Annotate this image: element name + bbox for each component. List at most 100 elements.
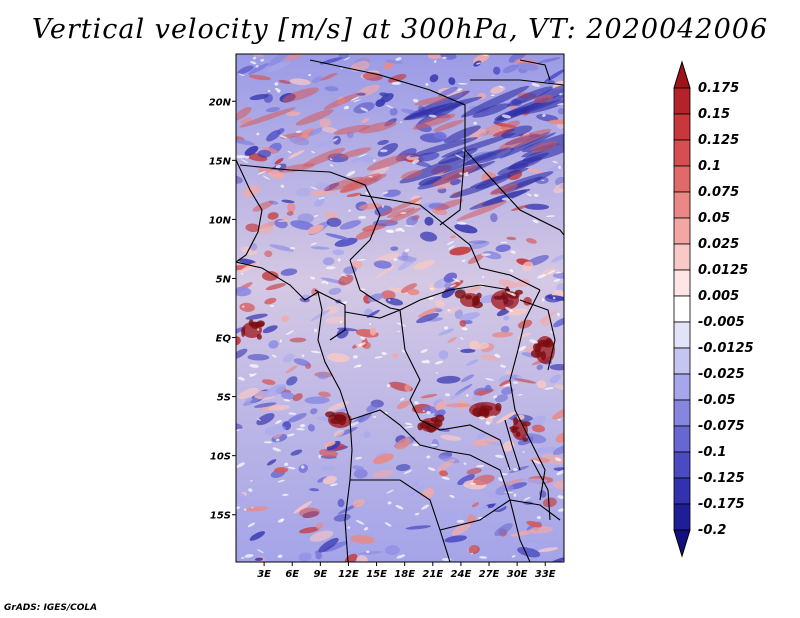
velocity-patch xyxy=(289,135,310,146)
velocity-patch xyxy=(533,446,558,453)
velocity-patch xyxy=(511,204,528,211)
velocity-patch xyxy=(267,212,279,220)
colorbar-swatch xyxy=(673,295,691,323)
colorbar-label: -0.075 xyxy=(698,419,745,434)
velocity-patch xyxy=(395,464,411,472)
velocity-patch xyxy=(302,147,346,168)
velocity-patch xyxy=(287,466,296,470)
velocity-patch xyxy=(495,244,511,253)
velocity-patch xyxy=(310,246,330,250)
border-zimbabwe xyxy=(439,499,561,531)
velocity-patch xyxy=(390,246,399,251)
lake-tanganyika xyxy=(504,419,521,471)
velocity-patch xyxy=(463,286,483,294)
velocity-patch xyxy=(395,57,402,61)
velocity-patch xyxy=(375,252,400,263)
velocity-patch xyxy=(340,173,387,194)
velocity-patch xyxy=(286,111,301,117)
velocity-patch xyxy=(490,94,495,97)
velocity-patch xyxy=(329,483,338,487)
velocity-patch xyxy=(435,400,447,410)
velocity-patch xyxy=(553,467,564,472)
velocity-patch xyxy=(422,410,425,412)
velocity-patch xyxy=(552,407,564,420)
colorbar-swatch xyxy=(673,347,691,375)
velocity-patch xyxy=(237,65,254,75)
velocity-patch xyxy=(321,127,338,133)
velocity-patch xyxy=(319,118,332,128)
velocity-patch xyxy=(498,128,552,150)
velocity-patch xyxy=(533,94,554,104)
velocity-patch xyxy=(436,458,456,472)
velocity-patch xyxy=(322,475,337,485)
velocity-patch xyxy=(288,150,305,159)
velocity-patch xyxy=(261,271,279,281)
velocity-patch xyxy=(313,189,326,197)
velocity-patch xyxy=(387,73,407,83)
velocity-patch xyxy=(514,378,537,384)
velocity-patch xyxy=(384,545,400,556)
velocity-patch xyxy=(263,383,287,398)
velocity-patch xyxy=(361,118,370,124)
velocity-patch xyxy=(236,506,241,510)
lon-tick-label: 27E xyxy=(479,569,500,580)
velocity-patch xyxy=(434,59,437,63)
velocity-patch xyxy=(432,165,479,187)
velocity-patch xyxy=(391,353,399,358)
velocity-patch xyxy=(491,331,514,338)
velocity-patches xyxy=(236,54,564,562)
velocity-patch xyxy=(443,326,449,330)
velocity-patch xyxy=(473,121,477,125)
velocity-patch xyxy=(404,248,410,253)
velocity-patch xyxy=(441,476,450,480)
velocity-patch xyxy=(454,223,478,234)
velocity-patch xyxy=(427,467,436,471)
velocity-patch xyxy=(460,348,476,353)
velocity-patch xyxy=(395,505,404,510)
velocity-patch xyxy=(422,488,435,499)
velocity-patch xyxy=(319,56,344,65)
velocity-patch xyxy=(264,250,273,258)
colorbar: 0.175 0.15 0.125 0.1 0.075 0.05 0.025 0.0125 0.0… xyxy=(673,60,754,558)
velocity-patch xyxy=(433,131,447,140)
velocity-patch xyxy=(296,187,312,197)
lake-victoria xyxy=(519,299,556,371)
velocity-patch xyxy=(307,424,315,432)
velocity-patch xyxy=(420,349,428,353)
velocity-patch xyxy=(500,241,508,244)
velocity-patch xyxy=(252,200,274,212)
colorbar-label: -0.025 xyxy=(698,367,745,382)
lake-malawi xyxy=(531,459,551,521)
velocity-patch xyxy=(277,554,283,559)
velocity-patch xyxy=(260,58,265,62)
velocity-patch xyxy=(536,380,547,389)
velocity-patch xyxy=(286,376,298,386)
velocity-patch xyxy=(369,327,377,336)
velocity-patch xyxy=(420,393,438,399)
velocity-patch xyxy=(377,139,389,146)
velocity-patch xyxy=(282,87,320,102)
velocity-patch xyxy=(557,418,561,421)
velocity-patch xyxy=(399,154,473,184)
velocity-patch xyxy=(301,294,311,299)
velocity-patch xyxy=(555,432,564,443)
velocity-patch xyxy=(496,411,517,424)
velocity-patch xyxy=(435,372,439,374)
velocity-patch xyxy=(495,454,504,458)
border-chad-car xyxy=(359,194,541,291)
border-namibia xyxy=(350,479,451,562)
velocity-patch xyxy=(325,266,336,270)
velocity-patch xyxy=(283,399,291,402)
border-egypt xyxy=(519,59,551,81)
velocity-patch xyxy=(411,481,419,486)
velocity-patch xyxy=(444,535,468,543)
velocity-patch xyxy=(446,240,455,246)
velocity-patch xyxy=(386,489,394,494)
velocity-patch xyxy=(559,93,563,96)
velocity-patch xyxy=(323,93,360,110)
velocity-patch xyxy=(393,258,398,262)
velocity-patch xyxy=(337,258,341,262)
velocity-patch xyxy=(488,415,496,419)
velocity-patch xyxy=(465,171,469,175)
velocity-patch xyxy=(485,377,494,381)
